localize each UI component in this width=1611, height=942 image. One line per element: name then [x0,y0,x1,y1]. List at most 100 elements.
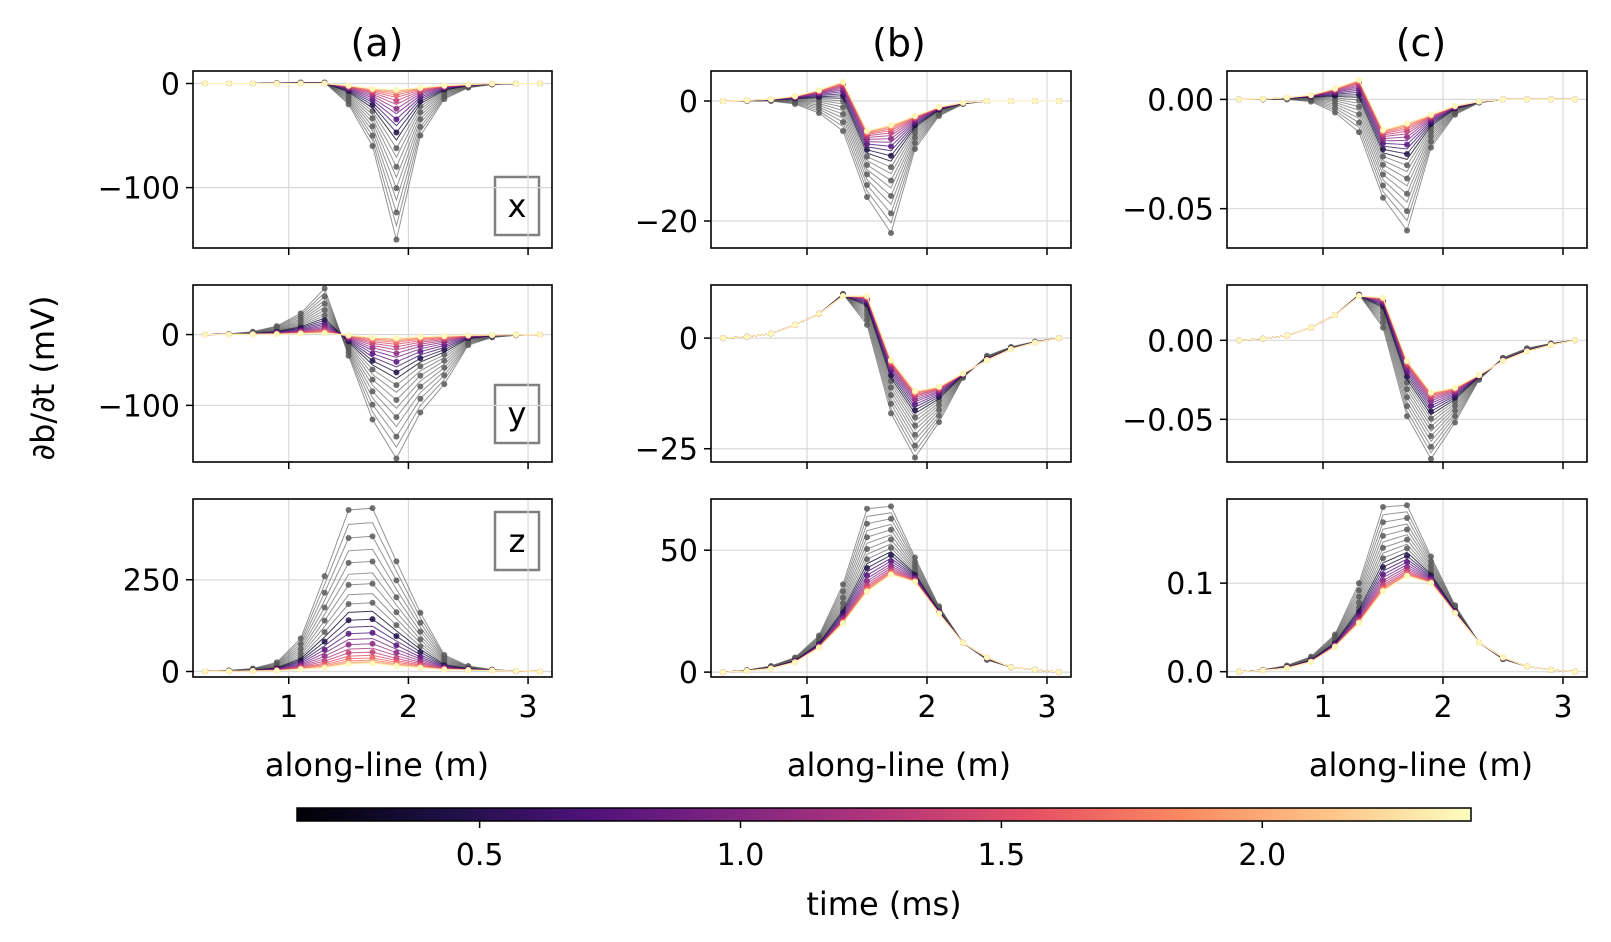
colorbar-label: time (ms) [806,885,961,923]
data-point [1308,92,1314,99]
axes-frame [192,284,553,463]
data-point [1380,571,1386,578]
data-point [1380,503,1386,510]
data-point [393,642,400,649]
data-point [888,515,894,522]
data-point [345,534,352,541]
data-point [393,396,400,403]
data-point [441,666,448,673]
data-point [864,141,870,148]
data-point [417,395,424,402]
data-point [273,331,280,338]
data-point [1572,337,1578,344]
data-point [1056,335,1062,342]
data-point [369,401,376,408]
data-point [201,668,208,675]
data-point [888,544,894,551]
data-point [417,355,424,362]
data-point [936,610,942,617]
data-point [1008,346,1014,353]
data-point [321,646,328,653]
data-point [369,350,376,357]
time-series-line [1238,568,1576,673]
data-point [393,649,400,656]
data-point [792,321,798,328]
data-point [816,310,822,317]
data-point [369,416,376,423]
data-point [321,604,328,611]
data-point [1428,433,1434,440]
panel-a-y: 0 −100 [98,284,553,469]
data-point [840,293,846,300]
y-tick-label: −0.05 [1122,193,1214,228]
data-point [1548,666,1554,673]
data-point [1404,573,1410,580]
data-point [345,82,352,89]
data-point [1356,293,1362,300]
data-point [417,84,424,91]
data-point [1380,127,1386,133]
time-series-line [722,571,1060,673]
panel-a-x: 0 −100 [98,67,553,255]
time-series-line [722,574,1060,673]
svg-text:z: z [509,522,526,560]
data-point [744,667,750,674]
data-point [369,649,376,656]
data-point [393,433,400,440]
data-point [249,80,256,87]
data-point [393,335,400,342]
series-curves [1236,502,1578,675]
data-point [864,534,870,541]
data-point [912,414,918,421]
data-point [888,129,894,136]
data-point [1056,98,1062,104]
data-point [393,455,400,462]
data-point [1404,141,1410,148]
data-point [513,668,520,675]
data-point [720,98,726,104]
data-point [417,372,424,379]
data-point [840,111,846,118]
data-point [345,581,352,588]
data-point [1572,96,1578,103]
data-point [984,654,990,661]
data-point [1284,94,1290,101]
y-axis-label: ∂b/∂t (mV) [24,296,62,461]
data-point [1380,564,1386,571]
data-point [1356,103,1362,110]
data-point [1476,639,1482,646]
data-point [225,668,232,675]
data-point [225,80,232,87]
y-tick-label: 0.00 [1147,324,1214,359]
data-point [1428,111,1434,118]
data-point [888,177,894,184]
data-point [1380,519,1386,526]
data-point [888,552,894,559]
column-title-c: (c) [1396,21,1447,65]
data-point [1500,654,1506,661]
data-point [1380,146,1386,153]
data-point [345,617,352,624]
data-point [321,573,328,580]
data-point [369,366,376,373]
data-point [936,383,942,390]
series-curves [720,290,1062,461]
time-series-line [1238,571,1576,673]
data-point [888,230,894,236]
data-point [513,80,520,87]
axes-frame [1226,498,1588,678]
colorbar-tick-label: 1.0 [717,838,765,873]
time-series-line [1238,564,1576,673]
data-point [1428,402,1434,409]
data-point [744,333,750,340]
series-curves [201,285,544,462]
data-point [369,640,376,647]
data-point [864,556,870,563]
data-point [1428,423,1434,430]
data-point [1428,415,1434,422]
axes-frame [192,70,553,249]
data-point [984,98,990,104]
data-point [369,376,376,383]
time-series-line [722,573,1060,673]
data-point [345,507,352,514]
